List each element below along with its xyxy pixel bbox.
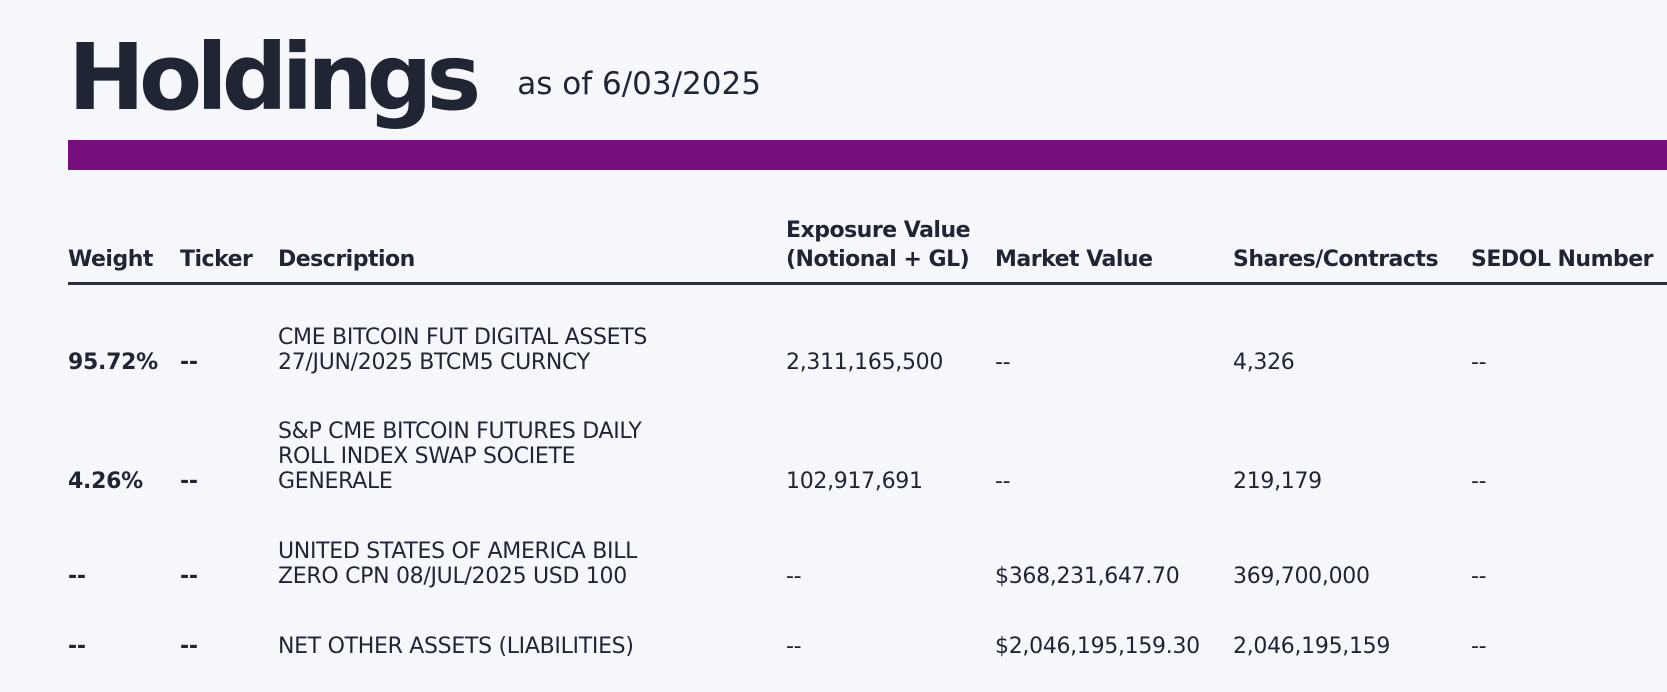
column-header-exposure[interactable]: Exposure Value (Notional + GL) — [786, 216, 995, 285]
cell-exposure: -- — [786, 564, 802, 589]
cell-exposure: 2,311,165,500 — [786, 350, 944, 375]
page-header: Holdings as of 6/03/2025 — [68, 14, 761, 124]
as-of-date: as of 6/03/2025 — [517, 66, 761, 102]
table-row: 95.72% -- CME BITCOIN FUT DIGITAL ASSETS… — [68, 284, 1667, 376]
cell-market-value: $368,231,647.70 — [995, 564, 1180, 589]
cell-shares: 369,700,000 — [1233, 564, 1370, 589]
cell-weight: -- — [68, 634, 86, 659]
cell-description: NET OTHER ASSETS (LIABILITIES) — [278, 634, 634, 659]
column-header-weight[interactable]: Weight — [68, 216, 180, 285]
column-header-exposure-line1: Exposure Value — [786, 218, 971, 243]
table-header-row: Weight Ticker Description Exposure Value… — [68, 216, 1667, 285]
column-header-description[interactable]: Description — [278, 216, 786, 285]
accent-band — [68, 140, 1667, 170]
cell-market-value: -- — [995, 469, 1011, 494]
cell-market-value: $2,046,195,159.30 — [995, 634, 1200, 659]
cell-shares: 2,046,195,159 — [1233, 634, 1391, 659]
cell-weight: -- — [68, 564, 86, 589]
cell-market-value: -- — [995, 350, 1011, 375]
cell-description: UNITED STATES OF AMERICA BILL ZERO CPN 0… — [278, 539, 638, 589]
table-row: 4.26% -- S&P CME BITCOIN FUTURES DAILY R… — [68, 375, 1667, 494]
cell-shares: 4,326 — [1233, 350, 1295, 375]
cell-sedol: -- — [1471, 469, 1487, 494]
column-header-market-value[interactable]: Market Value — [995, 216, 1233, 285]
cell-exposure: 102,917,691 — [786, 469, 923, 494]
table-row: -- -- NET OTHER ASSETS (LIABILITIES) -- … — [68, 589, 1667, 659]
holdings-table: Weight Ticker Description Exposure Value… — [68, 216, 1667, 659]
cell-ticker: -- — [180, 469, 198, 494]
cell-exposure: -- — [786, 634, 802, 659]
cell-sedol: -- — [1471, 634, 1487, 659]
cell-weight: 95.72% — [68, 350, 158, 375]
cell-ticker: -- — [180, 634, 198, 659]
cell-weight: 4.26% — [68, 469, 143, 494]
column-header-ticker[interactable]: Ticker — [180, 216, 278, 285]
cell-sedol: -- — [1471, 350, 1487, 375]
cell-ticker: -- — [180, 350, 198, 375]
page-title: Holdings — [68, 24, 481, 131]
cell-sedol: -- — [1471, 564, 1487, 589]
table-row: -- -- UNITED STATES OF AMERICA BILL ZERO… — [68, 494, 1667, 589]
cell-shares: 219,179 — [1233, 469, 1322, 494]
cell-ticker: -- — [180, 564, 198, 589]
cell-description: CME BITCOIN FUT DIGITAL ASSETS 27/JUN/20… — [278, 325, 648, 375]
column-header-sedol[interactable]: SEDOL Number — [1471, 216, 1667, 285]
cell-description: S&P CME BITCOIN FUTURES DAILY ROLL INDEX… — [278, 419, 642, 494]
column-header-shares[interactable]: Shares/Contracts — [1233, 216, 1471, 285]
column-header-exposure-line2: (Notional + GL) — [786, 247, 970, 272]
